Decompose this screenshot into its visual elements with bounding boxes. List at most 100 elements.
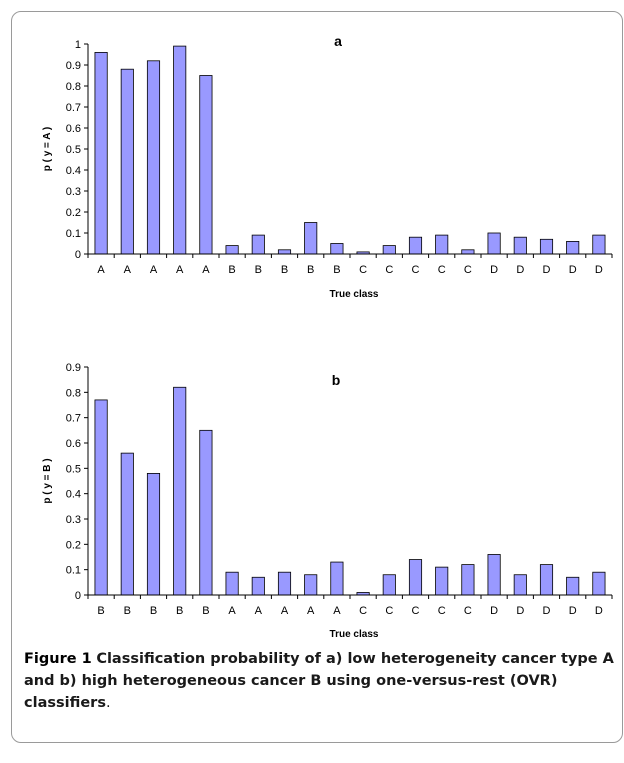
chart-b-bar bbox=[94, 399, 108, 596]
chart-a-x-tick-label: C bbox=[359, 264, 367, 276]
chart-b-y-tick-label: 0.6 bbox=[66, 438, 81, 450]
chart-a-x-tick-label: D bbox=[569, 264, 577, 276]
chart-a-bar bbox=[408, 236, 423, 255]
chart-b-x-tick-label: A bbox=[281, 605, 289, 617]
chart-b-bar bbox=[408, 559, 423, 596]
chart-b-x-tick-label: B bbox=[150, 605, 157, 617]
chart-a-x-tick-label: D bbox=[543, 264, 551, 276]
chart-b-bar bbox=[487, 554, 501, 596]
chart-a-bar bbox=[382, 245, 396, 255]
chart-a-x-tick-label: D bbox=[490, 264, 498, 276]
chart-b-y-tick-label: 0.9 bbox=[66, 362, 81, 374]
chart-a-x-tick-label: C bbox=[464, 264, 472, 276]
chart-b-x-tick-label: B bbox=[124, 605, 131, 617]
chart-a-bar bbox=[487, 232, 501, 255]
chart-b-bar bbox=[461, 564, 475, 596]
chart-b-bar bbox=[539, 564, 554, 596]
chart-a-x-tick-label: A bbox=[97, 264, 105, 276]
chart-a-y-tick-label: 0 bbox=[75, 249, 81, 261]
chart-a-bar bbox=[304, 222, 318, 255]
chart-a-bar bbox=[277, 249, 292, 255]
chart-a-y-tick-label: 0.8 bbox=[66, 81, 81, 93]
chart-b-bar bbox=[199, 429, 213, 596]
chart-b-x-tick-label: B bbox=[176, 605, 183, 617]
chart-a-y-tick-label: 0.3 bbox=[66, 186, 81, 198]
chart-b-bar bbox=[382, 574, 396, 596]
chart-a-bar bbox=[146, 60, 161, 255]
chart-b-x-tick-label: D bbox=[490, 605, 498, 617]
chart-a-x-tick-label: D bbox=[595, 264, 603, 276]
chart-a-x-tick-label: A bbox=[150, 264, 158, 276]
chart-a-y-tick-label: 0.9 bbox=[66, 60, 81, 72]
chart-b-x-tick-label: A bbox=[228, 605, 236, 617]
chart-b-y-axis-title: p ( y = B ) bbox=[42, 458, 53, 503]
chart-a-bar bbox=[513, 236, 527, 255]
chart-b-x-tick-label: C bbox=[412, 605, 420, 617]
chart-a-y-tick-label: 0.2 bbox=[66, 207, 81, 219]
chart-a-x-tick-label: B bbox=[255, 264, 262, 276]
chart-a-y-tick-label: 0.6 bbox=[66, 123, 81, 135]
chart-b-panel-label: b bbox=[332, 372, 341, 388]
chart-b-bar bbox=[120, 452, 134, 596]
chart-b-bar bbox=[330, 561, 344, 596]
chart-b-y-tick-label: 0.1 bbox=[66, 565, 81, 577]
chart-b-bar bbox=[225, 571, 239, 596]
chart-b-bar bbox=[146, 472, 161, 596]
figure-frame bbox=[11, 11, 623, 743]
chart-a-bar bbox=[566, 240, 580, 255]
chart-b-x-axis-title: True class bbox=[330, 629, 379, 640]
chart-b-bar bbox=[304, 574, 318, 596]
chart-b-x-tick-label: D bbox=[595, 605, 603, 617]
chart-a-bar bbox=[120, 68, 134, 255]
chart-a-bar bbox=[461, 249, 475, 255]
figure-caption: Figure 1 Classification probability of a… bbox=[24, 648, 616, 714]
chart-b-x-tick-label: B bbox=[97, 605, 104, 617]
chart-b-y-tick-label: 0.7 bbox=[66, 413, 81, 425]
chart-a-bar bbox=[225, 245, 239, 255]
chart-b-x-tick-label: D bbox=[543, 605, 551, 617]
chart-a-y-tick-label: 0.5 bbox=[66, 144, 81, 156]
chart-b-x-tick-label: D bbox=[516, 605, 524, 617]
chart-a-bar bbox=[330, 243, 344, 255]
chart-a-x-tick-label: C bbox=[412, 264, 420, 276]
chart-a-x-tick-label: D bbox=[516, 264, 524, 276]
chart-b-x-tick-label: C bbox=[359, 605, 367, 617]
chart-a-bar bbox=[94, 52, 108, 255]
chart-b-x-tick-label: C bbox=[464, 605, 472, 617]
chart-b-x-tick-label: A bbox=[333, 605, 341, 617]
caption-label: Figure 1 bbox=[24, 651, 92, 667]
chart-a-bar bbox=[539, 238, 554, 255]
chart-a-x-tick-label: B bbox=[333, 264, 340, 276]
chart-a-y-tick-label: 0.4 bbox=[66, 165, 81, 177]
chart-a-y-tick-label: 0.1 bbox=[66, 228, 81, 240]
chart-a-x-tick-label: A bbox=[202, 264, 210, 276]
chart-b-x-tick-label: D bbox=[569, 605, 577, 617]
chart-b-x-tick-label: A bbox=[255, 605, 263, 617]
chart-a-x-tick-label: C bbox=[385, 264, 393, 276]
chart-b-bar bbox=[251, 576, 265, 596]
chart-a-bar bbox=[199, 75, 213, 255]
chart-b-y-tick-label: 0.4 bbox=[66, 489, 81, 501]
chart-b-y-tick-label: 0.3 bbox=[66, 514, 81, 526]
chart-b-bar bbox=[435, 566, 449, 596]
chart-a-y-axis-title: p ( y = A ) bbox=[42, 127, 53, 172]
chart-a-bar bbox=[592, 234, 606, 255]
chart-a-x-tick-label: A bbox=[176, 264, 184, 276]
chart-a-x-tick-label: A bbox=[124, 264, 132, 276]
chart-b-x-tick-label: B bbox=[202, 605, 209, 617]
caption-end: . bbox=[105, 695, 111, 711]
chart-b-bar bbox=[566, 576, 580, 596]
chart-a-panel-label: a bbox=[334, 33, 342, 49]
chart-b-y-tick-label: 0 bbox=[75, 590, 81, 602]
caption-text: Classification probability of a) low het… bbox=[24, 651, 614, 711]
chart-a-bar bbox=[173, 45, 187, 255]
chart-b-y-tick-label: 0.8 bbox=[66, 387, 81, 399]
chart-a-bar bbox=[435, 234, 449, 255]
chart-b-x-tick-label: C bbox=[438, 605, 446, 617]
chart-b-bar bbox=[173, 386, 187, 596]
chart-b-bar bbox=[592, 571, 606, 596]
chart-a-x-tick-label: B bbox=[281, 264, 288, 276]
chart-a-bar bbox=[251, 234, 265, 255]
chart-a-x-tick-label: C bbox=[438, 264, 446, 276]
